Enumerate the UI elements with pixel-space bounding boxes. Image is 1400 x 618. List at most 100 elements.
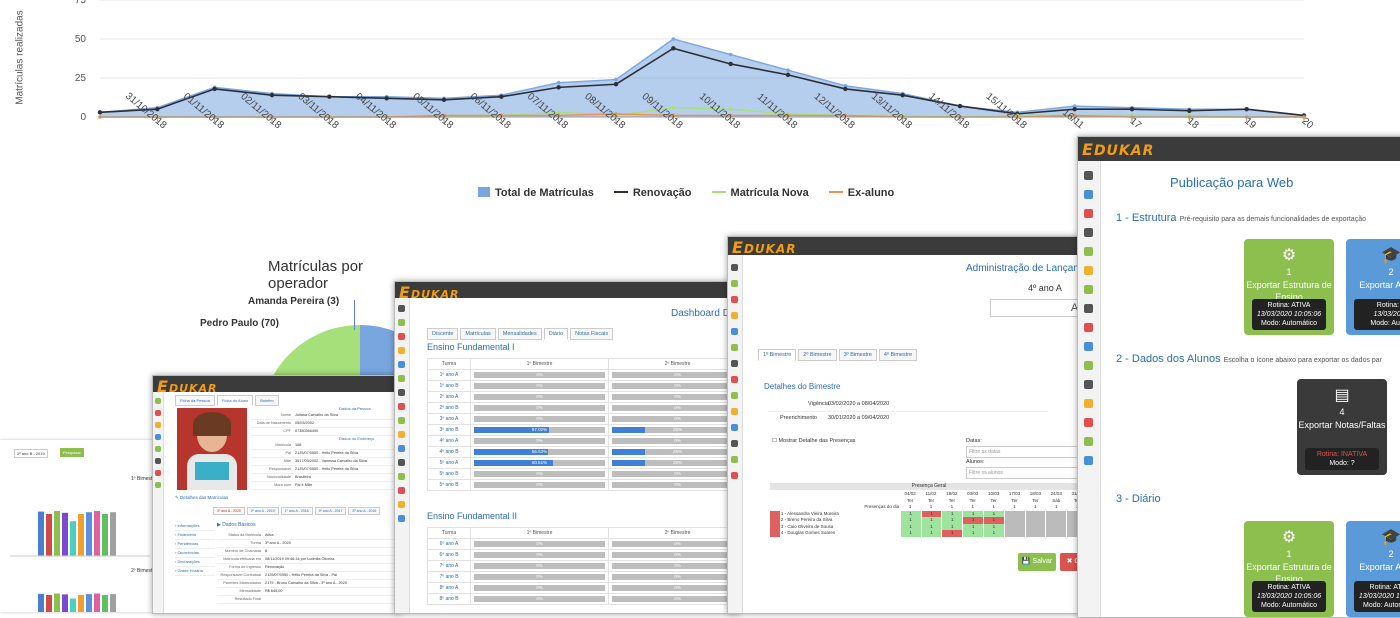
info-key: Matrícula [275,443,291,447]
enrollment-menu-item[interactable]: › Declarações [175,558,215,567]
grid-cell[interactable] [1004,517,1026,524]
grid-cell[interactable]: 1 [963,517,984,524]
class-link[interactable]: 3º ano A [427,413,471,425]
grid-cell[interactable]: 1 [900,530,922,537]
bar [102,595,108,612]
app-logo: EDUKAR [1082,140,1155,159]
class-link[interactable]: 6º ano B [427,549,471,561]
grid-cell[interactable]: 1 [921,530,943,537]
grid-cell[interactable]: 1 [900,510,922,517]
tab-ficha-aluno[interactable]: Ficha do Aluno [216,395,254,406]
info-value: 3º ano A - 2020 [265,541,291,545]
progress-bar: 56.53% [474,449,605,455]
grid-cell[interactable] [1025,523,1047,530]
point [269,92,275,98]
bimestre-tabs: 1º Bimestre 2º Bimestre 3º Bimestre 4º B… [758,349,918,361]
legend-nova[interactable]: Matrícula Nova [711,187,809,199]
point [614,77,618,82]
grid-cell[interactable] [1004,510,1026,517]
legend-total[interactable]: Total de Matrículas [478,187,594,199]
grid-cell[interactable] [1046,510,1068,517]
grid-cell[interactable]: 1 [984,530,1005,537]
grid-cell[interactable]: 1 [900,523,922,530]
subject-field[interactable]: Arte [990,299,1088,317]
grid-cell[interactable]: 1 [963,510,984,517]
grid-cell[interactable] [1025,530,1047,537]
grid-cell[interactable]: 1 [921,510,943,517]
grid-cell[interactable] [1046,523,1068,530]
enrollment-menu-item[interactable]: › Financeiro [175,531,215,540]
class-link[interactable]: 5º ano B [427,468,471,480]
class-link[interactable]: 1º ano B [427,380,471,392]
tab-diario[interactable]: Diário [543,328,569,340]
point [212,86,217,92]
class-link[interactable]: 3º ano B [427,424,471,436]
grid-cell[interactable]: 1 [921,523,943,530]
grid-cell[interactable]: 1 [900,517,922,524]
class-link[interactable]: 5º ano A [427,457,471,469]
students-filter[interactable]: Filtre os alunos [966,467,1088,479]
class-link[interactable]: 2º ano B [427,402,471,414]
class-link[interactable]: 8º ano A [427,582,471,594]
grid-cell[interactable] [1025,510,1047,517]
search-button[interactable]: Pesquisar [60,448,84,457]
class-link[interactable]: 4º ano B [427,446,471,458]
class-link[interactable]: 8º ano B [427,593,471,605]
show-details-checkbox[interactable]: ☐ Mostrar Detalhe das Presenças [772,438,856,444]
export-card[interactable]: 🎓 2 Exportar Alunos Rotina: ATIVA13/03/2020… [1346,521,1400,617]
tab-matriculas[interactable]: Matrículas [460,328,496,340]
tab-notas-fiscais[interactable]: Notas Fiscais [570,328,614,340]
grid-cell[interactable]: 1 [984,517,1005,524]
export-card[interactable]: ⚙ 1 Exportar Estrutura de Ensino Rotina: AT… [1244,239,1334,335]
tab-bimestre-2[interactable]: 2º Bimestre [798,349,837,361]
tab-bimestre-1[interactable]: 1º Bimestre [758,349,797,361]
card-number: 2 [1388,267,1394,277]
tab-bimestre-4[interactable]: 4º Bimestre [878,349,918,361]
tab-ficha-pessoa[interactable]: Ficha da Pessoa [175,395,215,406]
card-status: Rotina: A13/03/2020Modo: Autom [1354,299,1400,330]
class-link[interactable]: 7º ano B [427,571,471,583]
grid-cell: 03/03 [963,491,984,498]
table-row: 7º ano A 0% 0% [427,560,739,572]
tab-bimestre-3[interactable]: 3º Bimestre [838,349,877,361]
grid-cell[interactable] [1046,517,1068,524]
grid-cell[interactable]: 1 [963,530,984,537]
grid-cell[interactable] [1004,523,1026,530]
enrollment-menu-item[interactable]: › Ocorrências [175,549,215,558]
grid-cell[interactable]: 1 [963,523,984,530]
grid-cell[interactable] [1025,517,1047,524]
grid-cell[interactable]: 1 [984,523,1005,530]
legend-exaluno[interactable]: Ex-aluno [828,187,894,199]
enrollment-menu-item[interactable]: › Grade Horária [175,567,215,576]
class-link[interactable]: 2º ano A [427,391,471,403]
class-link[interactable]: 7º ano A [427,560,471,572]
grid-cell[interactable]: 1 [921,517,943,524]
enrollment-menu-item[interactable]: › Pendências [175,540,215,549]
grid-cell[interactable] [1046,530,1068,537]
info-value: Juliana Carvalho da Silva [295,413,338,417]
save-button[interactable]: 💾 Salvar [1018,553,1056,571]
grid-cell[interactable]: 1 [942,523,964,530]
class-link[interactable]: 1º ano A [427,369,471,381]
grid-cell[interactable]: 1 [984,510,1005,517]
dates-filter[interactable]: Filtre as datas [966,446,1088,458]
legend-renovacao[interactable]: Renovação [613,187,692,199]
info-row: CPF 07350366490 [251,428,399,436]
export-card[interactable]: ⚙ 1 Exportar Estrutura de Ensino Rotina: AT… [1244,521,1334,617]
progress-bar: 0% [474,372,605,378]
grid-cell[interactable]: 1 [942,510,964,517]
class-select[interactable]: 2º ano B - 2019 [14,449,48,458]
export-notas-faltas-card[interactable]: ▤ 4 Exportar Notas/Faltas Rotina: INATIV… [1297,379,1387,475]
tab-boletim[interactable]: Boletim [255,395,279,406]
class-link[interactable]: 5º ano B [427,479,471,491]
enrollment-menu-item[interactable]: › Informações [175,522,215,531]
enrollment-details-link[interactable]: ✎ Detalhes das Matrículas [175,495,229,500]
class-link[interactable]: 4º ano A [427,435,471,447]
tab-discente[interactable]: Discente [427,328,459,340]
grid-cell[interactable] [1004,530,1026,537]
grid-cell[interactable]: 1 [942,517,964,524]
export-card[interactable]: 🎓 2 Exportar Alunos Rotina: A13/03/2020Modo… [1346,239,1400,335]
tab-mensalidades[interactable]: Mensalidades [497,328,542,340]
grid-cell[interactable]: 1 [942,530,964,537]
class-link[interactable]: 6º ano A [427,538,471,550]
